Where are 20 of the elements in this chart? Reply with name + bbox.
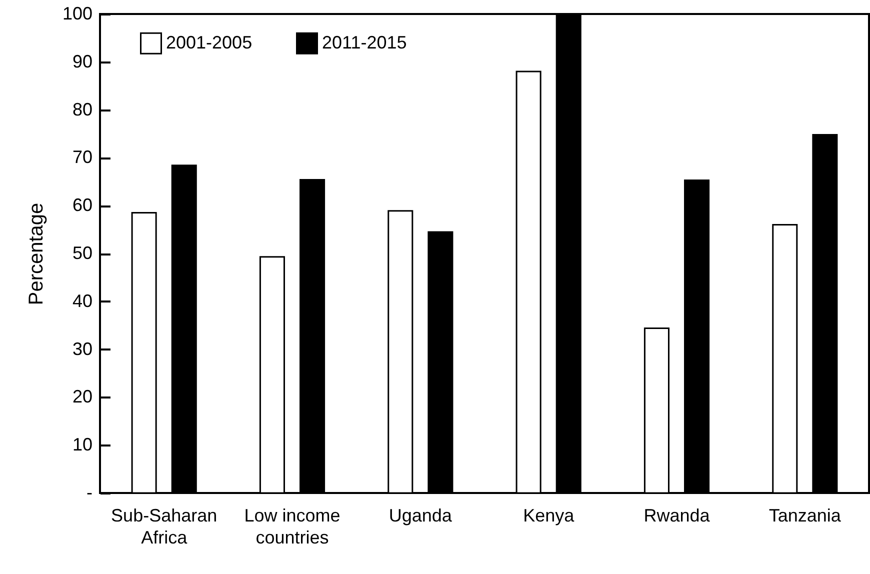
y-tick-label: 30 bbox=[72, 338, 92, 359]
y-tick-label: 70 bbox=[72, 147, 92, 168]
y-tick-label: 60 bbox=[72, 195, 92, 216]
y-tick-label: 100 bbox=[62, 4, 92, 24]
y-axis-title: Percentage bbox=[25, 202, 48, 306]
y-tick-label: 80 bbox=[72, 99, 92, 120]
y-tick-label: 10 bbox=[72, 434, 92, 455]
y-tick-label: 20 bbox=[72, 386, 92, 407]
y-tick-label: 40 bbox=[72, 290, 92, 311]
x-tick-label: Tanzania bbox=[768, 506, 842, 526]
x-tick-label: Low income countries bbox=[244, 506, 340, 548]
legend-label: 2001-2005 bbox=[166, 32, 252, 52]
y-tick-label: 90 bbox=[72, 51, 92, 72]
x-tick-label: Uganda bbox=[388, 506, 453, 526]
x-tick-label: Sub-Saharan Africa bbox=[111, 506, 218, 548]
y-tick-label: - bbox=[86, 482, 92, 502]
y-tick-label: 50 bbox=[72, 243, 92, 263]
legend-label: 2011-2015 bbox=[322, 32, 407, 52]
x-tick-label: Kenya bbox=[523, 506, 576, 526]
x-tick-label: Rwanda bbox=[644, 506, 711, 526]
